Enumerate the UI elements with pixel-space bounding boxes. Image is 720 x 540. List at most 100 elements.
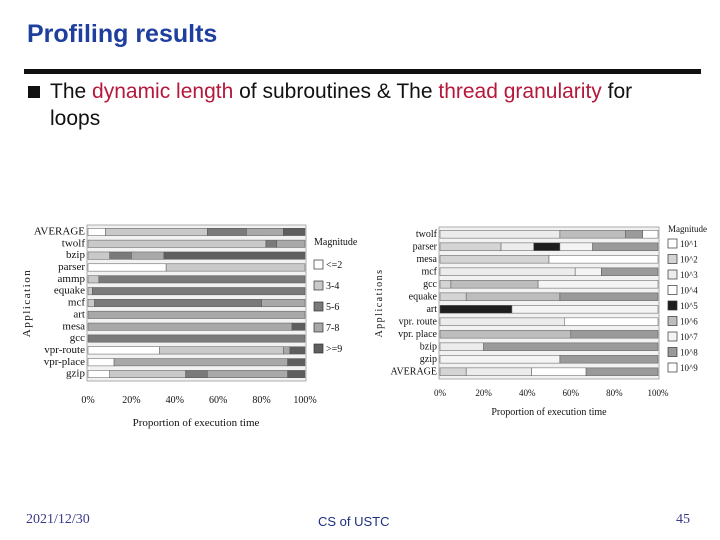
- bar-segment: [559, 292, 659, 301]
- bullet-point: The dynamic length of subroutines & The …: [28, 78, 688, 132]
- bullet-text: The dynamic length of subroutines & The …: [50, 78, 688, 132]
- bar-segment: [439, 342, 484, 351]
- legend-label: 10^8: [680, 348, 698, 358]
- bar-segment: [439, 305, 513, 314]
- bar-segment: [87, 263, 167, 272]
- bar-segment: [113, 358, 288, 367]
- bar-segment: [439, 267, 576, 276]
- bar-segment: [109, 251, 132, 260]
- bar-segment: [105, 228, 208, 236]
- bar-segment: [291, 322, 306, 331]
- legend-swatch: [313, 343, 324, 354]
- bar-segment: [439, 280, 452, 289]
- y-axis-label: Applications: [374, 268, 385, 337]
- bar-segment: [94, 299, 262, 307]
- bar-segment: [585, 367, 659, 376]
- legend-title: Magnitude: [314, 237, 358, 248]
- legend-swatch: [667, 300, 678, 311]
- bar-segment: [533, 242, 561, 251]
- bar-segment: [642, 230, 659, 239]
- bar-segment: [439, 317, 565, 326]
- bar-segment: [439, 242, 502, 251]
- x-axis-label: Proportion of execution time: [491, 407, 607, 418]
- bar-segment: [439, 355, 561, 364]
- category-label: mcf: [68, 297, 85, 309]
- category-label: parser: [413, 241, 438, 252]
- legend-swatch: [667, 362, 678, 373]
- bar-segment: [276, 239, 306, 248]
- bar-segment: [287, 370, 306, 378]
- legend-label: 10^7: [680, 332, 698, 342]
- bar-segment: [265, 239, 278, 248]
- bullet-text-part3: for loops: [50, 80, 633, 130]
- legend-label: 10^4: [680, 286, 698, 296]
- bar-segment: [537, 280, 659, 289]
- legend-label: 10^2: [680, 255, 698, 265]
- category-label: parser: [58, 261, 85, 273]
- x-axis-label: Proportion of execution time: [133, 417, 260, 429]
- bar-segment: [289, 346, 306, 355]
- legend-label: 3-4: [326, 281, 339, 292]
- square-bullet-icon: [28, 86, 40, 98]
- legend-swatch: [313, 280, 324, 291]
- category-label: vpr-route: [44, 344, 85, 356]
- legend-label: 7-8: [326, 323, 339, 334]
- bar-segment: [87, 239, 267, 248]
- bar-segment: [465, 292, 561, 301]
- category-label: equake: [409, 291, 438, 302]
- bar-segment: [564, 317, 659, 326]
- legend-swatch: [313, 301, 324, 312]
- x-tick-label: 40%: [166, 395, 184, 406]
- legend-swatch: [667, 331, 678, 342]
- bar-segment: [87, 370, 110, 378]
- category-label: gcc: [70, 332, 85, 344]
- bar-segment: [511, 305, 659, 314]
- bar-segment: [287, 358, 306, 367]
- bar-segment: [87, 310, 306, 319]
- bullet-text-part2: of subroutines & The: [233, 80, 439, 103]
- category-label: equake: [54, 285, 85, 297]
- bar-segment: [87, 346, 160, 355]
- bar-segment: [185, 370, 208, 378]
- x-tick-label: 60%: [563, 388, 580, 398]
- bar-segment: [87, 228, 106, 236]
- footer-date: 2021/12/30: [26, 512, 90, 527]
- footer-organization: CS of USTC: [318, 514, 390, 529]
- subroutine-length-chart: AVERAGEtwolfbzipparserammpequakemcfartme…: [21, 224, 358, 429]
- category-label: gzip: [420, 354, 437, 365]
- bar-segment: [261, 299, 306, 307]
- highlight-dynamic-length: dynamic length: [92, 80, 234, 103]
- category-label: vpr. route: [399, 316, 438, 327]
- x-tick-label: 0%: [434, 388, 447, 398]
- legend-swatch: [667, 285, 678, 295]
- bar-segment: [165, 263, 306, 272]
- bar-segment: [283, 228, 306, 236]
- category-label: ammp: [58, 273, 86, 285]
- category-label: gzip: [66, 368, 85, 380]
- bar-segment: [559, 355, 659, 364]
- category-label: AVERAGE: [34, 225, 85, 237]
- legend-swatch: [667, 347, 678, 357]
- bar-segment: [87, 322, 293, 331]
- page-number: 45: [676, 512, 690, 527]
- bar-segment: [574, 267, 602, 276]
- legend-swatch: [313, 322, 324, 333]
- bar-segment: [548, 255, 659, 264]
- bar-segment: [483, 342, 659, 351]
- legend-label: >=9: [326, 344, 342, 355]
- bar-segment: [531, 367, 587, 376]
- bar-segment: [570, 330, 659, 339]
- bar-segment: [592, 242, 659, 251]
- category-label: vpr-place: [44, 356, 85, 368]
- bar-segment: [439, 230, 561, 239]
- bar-segment: [625, 230, 643, 239]
- bar-segment: [87, 275, 100, 284]
- bar-segment: [439, 330, 572, 339]
- plot-area: [438, 226, 660, 380]
- bar-segment: [131, 251, 165, 260]
- bar-segment: [159, 346, 284, 355]
- legend-title: Magnitude: [668, 224, 707, 234]
- legend-swatch: [313, 259, 324, 270]
- bar-segment: [450, 280, 539, 289]
- legend-label: 10^1: [680, 239, 698, 249]
